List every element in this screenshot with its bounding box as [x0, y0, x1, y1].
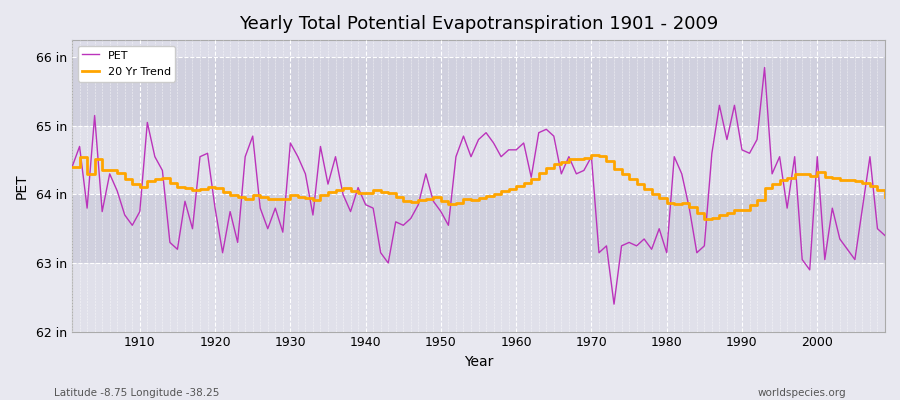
PET	[601, 244, 612, 248]
20 Yr Trend	[338, 186, 348, 191]
Line: PET: PET	[72, 68, 885, 304]
PET	[338, 192, 348, 197]
Bar	[72, 57, 885, 126]
PET	[503, 148, 514, 152]
Bar	[72, 263, 885, 332]
Bar	[72, 194, 885, 263]
20 Yr Trend	[586, 152, 597, 157]
20 Yr Trend	[67, 164, 77, 169]
20 Yr Trend	[699, 216, 710, 221]
20 Yr Trend	[511, 184, 522, 189]
PET	[67, 164, 77, 169]
PET	[292, 154, 303, 159]
Line: 20 Yr Trend: 20 Yr Trend	[72, 155, 885, 219]
20 Yr Trend	[292, 195, 303, 200]
Legend: PET, 20 Yr Trend: PET, 20 Yr Trend	[77, 46, 176, 82]
Text: Latitude -8.75 Longitude -38.25: Latitude -8.75 Longitude -38.25	[54, 388, 220, 398]
PET	[879, 233, 890, 238]
PET	[760, 65, 770, 70]
Y-axis label: PET: PET	[15, 173, 29, 199]
X-axis label: Year: Year	[464, 355, 493, 369]
Bar	[72, 126, 885, 194]
PET	[511, 148, 522, 152]
20 Yr Trend	[503, 187, 514, 192]
20 Yr Trend	[127, 181, 138, 186]
20 Yr Trend	[879, 194, 890, 199]
Title: Yearly Total Potential Evapotranspiration 1901 - 2009: Yearly Total Potential Evapotranspiratio…	[238, 15, 718, 33]
Text: worldspecies.org: worldspecies.org	[758, 388, 846, 398]
20 Yr Trend	[608, 167, 619, 172]
PET	[127, 223, 138, 228]
PET	[608, 302, 619, 306]
